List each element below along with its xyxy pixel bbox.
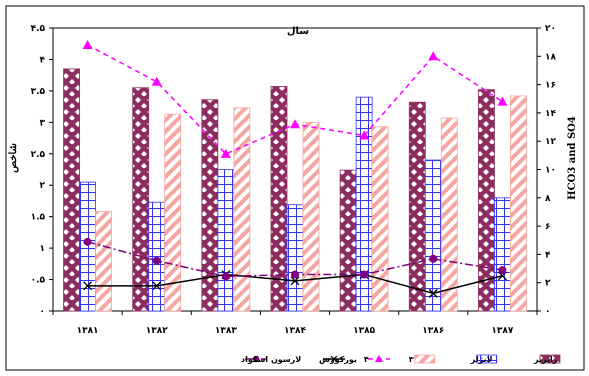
x-tick-label: ۱۳۸۳ (215, 326, 237, 336)
line-point-2-2 (221, 272, 230, 281)
line-point-2-1 (152, 256, 161, 265)
left-axis: ۰ ۰.۵ ۱ ۱.۵ ۲ ۲.۵ ۳ ۳.۵ ۴ ۴.۵ (31, 24, 53, 317)
line-point-0-6 (497, 96, 508, 106)
right-tick-label: ۱۶ (545, 81, 556, 91)
left-tick-label: ۰.۵ (31, 276, 46, 286)
bar-series-2-4 (371, 126, 389, 312)
left-tick-label: ۱.۵ (31, 213, 46, 223)
bar-series-0-3 (270, 86, 288, 312)
legend-label: لانژلر (470, 355, 493, 364)
left-tick-label: ۱ (40, 244, 46, 254)
bar-series-0-4 (339, 169, 357, 312)
left-tick-label: ۰ (40, 307, 46, 317)
legend-swatch (414, 354, 436, 364)
line-point-1-3 (290, 276, 300, 286)
line-point-2-5 (429, 254, 438, 263)
line-point-1-1 (152, 281, 162, 291)
legend-label: ۳ (409, 355, 414, 364)
x-tick-label: ۱۳۸۴ (284, 326, 306, 336)
line-point-0-4 (359, 130, 370, 140)
bar-series-0-5 (408, 101, 426, 312)
line-point-0-3 (290, 119, 300, 129)
right-tick-label: ۱۰ (545, 166, 556, 176)
right-tick-label: ۶ (545, 222, 551, 232)
right-tick-label: ۸ (545, 194, 551, 204)
chart-title: سال (287, 26, 309, 37)
legend-marker (374, 355, 383, 362)
legend-item-3: ۴ (364, 355, 390, 364)
bar-series-2-3 (302, 121, 320, 312)
x-axis: ۱۳۸۱ ۱۳۸۲ ۱۳۸۳ ۱۳۸۴ ۱۳۸۵ ۱۳۸۶ ۱۳۸۷ (52, 311, 538, 336)
left-tick-label: ۴ (40, 55, 46, 65)
bar-series-1-6 (494, 197, 511, 312)
legend-item-1: لانژلر (470, 354, 498, 364)
bar-series-1-2 (217, 169, 235, 312)
line-point-1-0 (83, 281, 93, 291)
left-tick-label: ۳.۵ (31, 87, 46, 97)
line-point-1-6 (497, 271, 507, 281)
x-tick-label: ۱۳۸۱ (77, 326, 99, 336)
x-tick-label: ۱۳۸۶ (422, 326, 444, 336)
right-tick-label: ۴ (545, 250, 551, 260)
bar-series-0-0 (63, 68, 80, 312)
legend-label: لارسون اسکواد (241, 355, 301, 364)
line-point-2-3 (291, 270, 299, 279)
legend-swatch (476, 354, 498, 364)
right-tick-label: ۲۰ (545, 24, 556, 34)
bar-series-2-5 (440, 117, 458, 312)
bar-series-1-1 (148, 201, 166, 312)
line-point-0-1 (151, 76, 162, 86)
left-tick-label: ۲ (40, 181, 46, 191)
bar-series-2-6 (510, 95, 527, 312)
bar-series-0-1 (132, 87, 150, 312)
legend-item-0: رایزنر (533, 354, 561, 364)
legend-swatch (539, 354, 561, 364)
bar-series-1-4 (355, 96, 373, 312)
bar-series-1-0 (79, 181, 96, 312)
legend-item-2: ۳ (409, 354, 436, 364)
right-axis-title: HCO3 and SO4 (567, 116, 578, 200)
right-tick-label: ۱۸ (545, 52, 556, 62)
left-tick-label: ۲.۵ (31, 150, 46, 160)
line-point-2-6 (498, 266, 507, 275)
right-axis: ۰ ۲ ۴ ۶ ۸ ۱۰ ۱۲ ۱۴ ۱۶ ۱۸ ۲۰ (537, 24, 556, 317)
line-point-0-0 (82, 39, 93, 49)
left-axis-title: شاخص (8, 143, 19, 173)
right-tick-label: ۱۲ (545, 137, 556, 147)
right-tick-label: ۰ (545, 307, 551, 317)
line-point-0-2 (220, 148, 231, 158)
bar-series-2-2 (233, 107, 251, 312)
right-tick-label: ۱۴ (545, 109, 556, 119)
left-tick-label: ۳ (40, 118, 46, 128)
x-tick-label: ۱۳۸۷ (491, 326, 513, 336)
line-layer (82, 39, 508, 298)
line-point-0-5 (428, 51, 439, 61)
line-point-1-5 (428, 288, 438, 298)
legend-label: رایزنر (533, 355, 558, 364)
legend-label: یورکورس (319, 355, 357, 365)
left-tick-label: ۴.۵ (31, 24, 46, 34)
bar-series-1-5 (424, 159, 442, 312)
x-tick-label: ۱۳۸۲ (146, 326, 168, 336)
legend-label: ۴ (364, 355, 369, 364)
line-point-2-0 (83, 237, 92, 246)
bar-series-2-0 (95, 211, 112, 312)
right-tick-label: ۲ (545, 279, 551, 289)
bar-series-2-1 (164, 113, 182, 312)
legend-item-4: یورکورس (319, 355, 357, 365)
line-point-2-4 (360, 270, 369, 279)
legend-item-5: لارسون اسکواد (241, 355, 301, 364)
legend: رایزنر لانژلر ۳ ۴ یورکورس لارسون اسکواد (241, 354, 561, 365)
x-tick-label: ۱۳۸۵ (353, 326, 375, 336)
bar-series-1-3 (286, 204, 304, 312)
legend-marker (330, 355, 338, 363)
legend-marker (252, 355, 260, 363)
